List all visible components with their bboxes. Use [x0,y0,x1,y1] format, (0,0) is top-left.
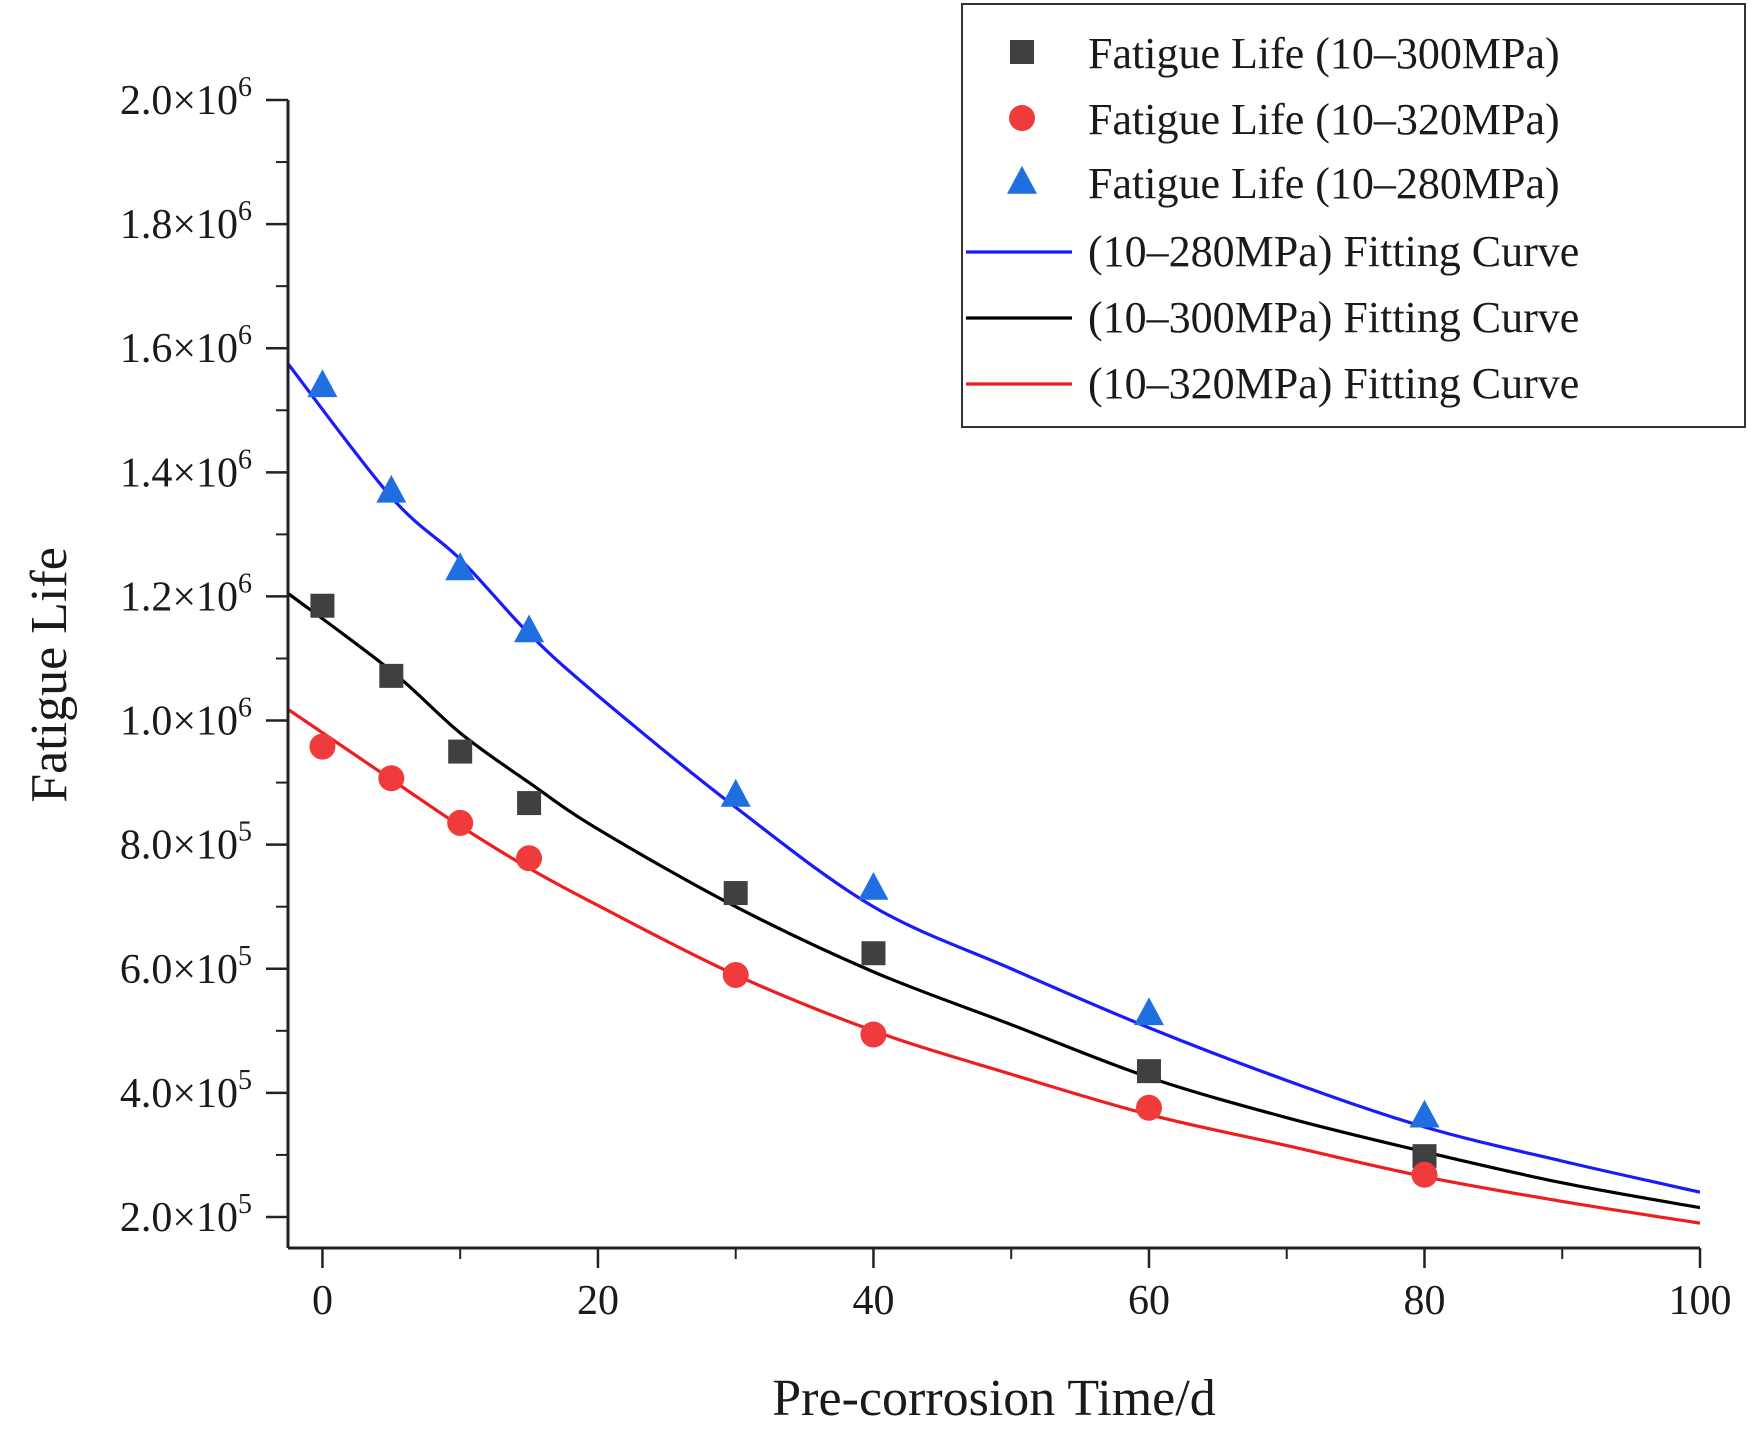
y-tick-label: 6.0×105 [120,941,252,993]
y-tick-label: 1.8×106 [120,196,252,248]
data-point-triangle [858,871,889,900]
legend-items: Fatigue Life (10–300MPa) Fatigue Life (10… [966,29,1579,408]
y-tick-exponent: 6 [238,568,252,599]
data-point-circle [1411,1161,1438,1188]
y-tick-mantissa: 1.8×10 [120,202,238,248]
y-tick-exponent: 5 [238,941,252,972]
y-tick-mantissa: 2.0×10 [120,1195,238,1241]
data-point-triangle [376,474,407,503]
legend-label: (10–300MPa) Fitting Curve [1088,293,1579,342]
x-tick-label: 40 [852,1278,894,1324]
legend-label: (10–280MPa) Fitting Curve [1088,227,1579,276]
data-point-circle [309,733,336,760]
axes [286,100,1700,1250]
x-axis-title: Pre-corrosion Time/d [772,1370,1215,1427]
y-tick-exponent: 6 [238,72,252,103]
data-point-square [379,663,404,688]
data-point-square [861,941,886,966]
data-point-circle [722,961,749,988]
data-point-triangle [1409,1099,1440,1128]
legend-label: Fatigue Life (10–280MPa) [1088,159,1560,208]
y-tick-exponent: 5 [238,817,252,848]
y-tick-mantissa: 1.6×10 [120,326,238,372]
data-point-circle [860,1021,887,1048]
data-point-square [310,593,335,618]
data-point-triangle [445,552,476,581]
y-tick-exponent: 5 [238,1065,252,1096]
data-point-circle [516,845,543,872]
y-tick-label: 1.2×106 [120,568,252,620]
y-tick-label: 8.0×105 [120,817,252,869]
y-tick-exponent: 6 [238,693,252,724]
y-tick-mantissa: 4.0×10 [120,1071,238,1117]
legend-marker-square [1010,40,1034,64]
legend: Fatigue Life (10–300MPa) Fatigue Life (10… [961,3,1746,428]
data-point-square [723,881,748,906]
y-tick-exponent: 6 [238,196,252,227]
data-point-triangle [514,614,545,643]
y-tick-mantissa: 2.0×10 [120,78,238,124]
legend-box [961,3,1746,428]
x-tick-label: 100 [1669,1278,1732,1324]
data-point-triangle [1133,997,1164,1026]
data-point-square [448,739,473,764]
y-tick-mantissa: 1.4×10 [120,450,238,496]
data-markers [307,369,1440,1188]
y-tick-mantissa: 1.0×10 [120,699,238,745]
legend-marker-circle [1009,105,1035,131]
y-tick-exponent: 6 [238,320,252,351]
y-tick-mantissa: 6.0×10 [120,947,238,993]
data-point-circle [447,809,474,836]
data-point-triangle [720,778,751,807]
x-tick-label: 20 [577,1278,619,1324]
y-axis-ticks: 2.0×1054.0×1056.0×1058.0×1051.0×1061.2×1… [120,72,288,1241]
y-tick-label: 1.6×106 [120,320,252,372]
data-point-square [517,791,542,816]
data-point-triangle [307,369,338,398]
x-tick-label: 80 [1403,1278,1445,1324]
x-tick-label: 60 [1128,1278,1170,1324]
y-tick-label: 1.4×106 [120,444,252,496]
y-tick-exponent: 5 [238,1189,252,1220]
y-axis-title: Fatigue Life [21,547,78,803]
legend-marker-triangle [1007,165,1037,194]
data-point-square [1136,1059,1161,1084]
legend-label: (10–320MPa) Fitting Curve [1088,359,1579,408]
data-point-circle [378,765,405,792]
y-tick-exponent: 6 [238,444,252,475]
x-tick-label: 0 [312,1278,333,1324]
legend-label: Fatigue Life (10–300MPa) [1088,29,1560,78]
y-tick-label: 2.0×105 [120,1189,252,1241]
legend-label: Fatigue Life (10–320MPa) [1088,95,1560,144]
y-tick-label: 1.0×106 [120,693,252,745]
data-point-circle [1135,1094,1162,1121]
y-tick-label: 2.0×106 [120,72,252,124]
y-tick-mantissa: 1.2×10 [120,574,238,620]
x-axis-ticks: 0 20 40 60 80 100 [312,1248,1732,1324]
y-tick-label: 4.0×105 [120,1065,252,1117]
y-tick-mantissa: 8.0×10 [120,823,238,869]
